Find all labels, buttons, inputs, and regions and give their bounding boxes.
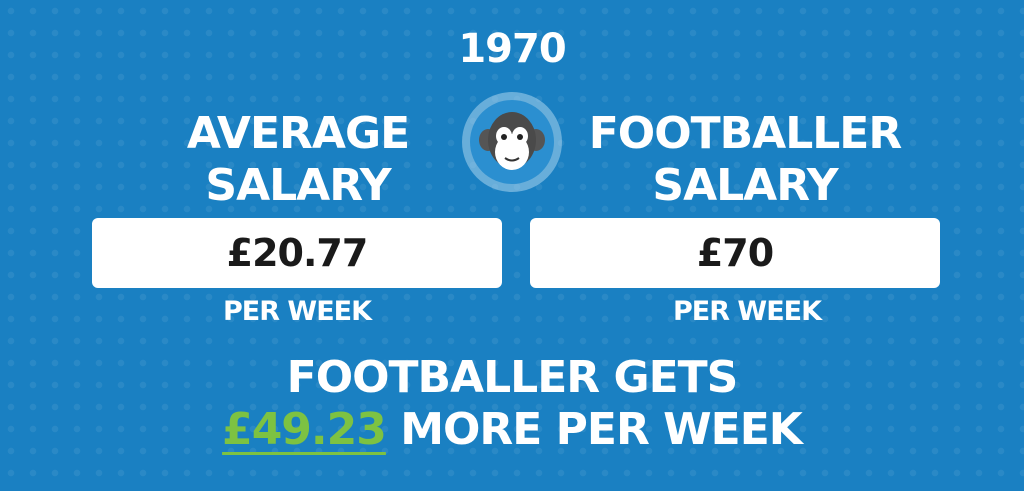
period: PER WEEK	[672, 296, 822, 327]
summary-rest: MORE PER WEEK	[400, 404, 803, 455]
title-line: SALARY	[652, 160, 838, 211]
amount-box: £20.77	[92, 218, 502, 288]
title-line: SALARY	[205, 160, 391, 211]
title-line: AVERAGE	[186, 108, 410, 159]
period: PER WEEK	[222, 296, 372, 327]
summary-line: FOOTBALLER GETS	[286, 352, 739, 403]
right-title: FOOTBALLER SALARY	[545, 108, 945, 212]
left-title: AVERAGE SALARY	[98, 108, 498, 212]
summary-line: £49.23 MORE PER WEEK	[0, 404, 1024, 455]
amount: £20.77	[226, 231, 369, 275]
difference: £49.23	[222, 404, 387, 455]
year: 1970	[458, 26, 566, 72]
monkey-icon	[462, 92, 562, 192]
title-line: FOOTBALLER	[588, 108, 902, 159]
amount-box: £70	[530, 218, 940, 288]
amount: £70	[696, 231, 774, 275]
